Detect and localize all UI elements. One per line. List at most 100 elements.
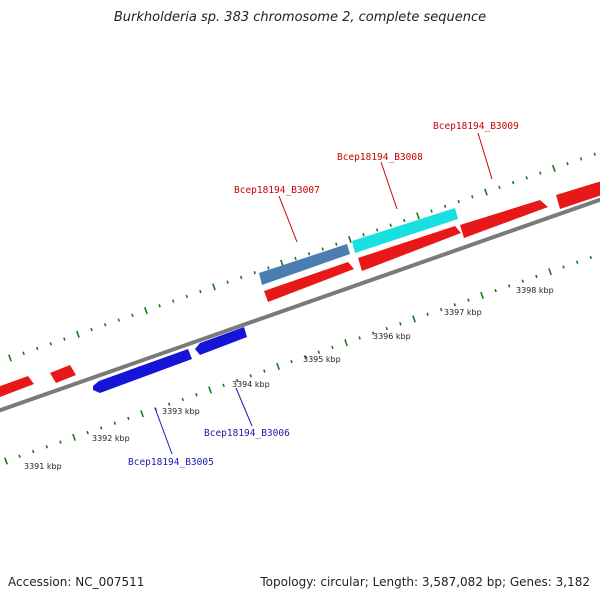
gene-arrow-forward-left-edge[interactable] <box>0 376 34 399</box>
upper-tick <box>212 283 216 291</box>
gene-label-b3007[interactable]: Bcep18194_B3007 <box>234 185 320 196</box>
upper-tick <box>76 330 80 338</box>
lower-tick <box>535 274 538 279</box>
lower-tick <box>263 369 266 373</box>
upper-tick-row <box>8 152 596 362</box>
leader-line-b3005 <box>154 407 173 455</box>
scale-label-3398: 3398 kbp <box>516 286 554 295</box>
backbone <box>0 197 600 413</box>
lower-tick <box>426 312 429 316</box>
lower-tick <box>358 336 361 340</box>
leader-line-b3007 <box>278 195 298 243</box>
upper-tick <box>131 313 134 318</box>
lower-tick <box>127 416 130 421</box>
lower-tick <box>371 331 375 335</box>
scale-label-3391: 3391 kbp <box>24 462 62 471</box>
upper-tick <box>144 307 148 315</box>
upper-tick <box>294 256 297 261</box>
upper-tick <box>321 247 324 251</box>
reverse-strand-genes <box>93 327 247 393</box>
upper-tick <box>389 223 392 227</box>
gene-arrow-bcep18194-b3006[interactable] <box>195 327 247 355</box>
gene-arrow-bcep18194-b3007[interactable] <box>259 244 350 285</box>
lower-tick <box>317 350 321 354</box>
upper-tick <box>158 304 161 308</box>
gene-label-b3009[interactable]: Bcep18194_B3009 <box>433 121 519 132</box>
lower-tick <box>290 359 293 364</box>
upper-tick <box>551 164 556 172</box>
upper-tick <box>593 152 596 156</box>
gene-arrow-forward-3007-lower[interactable] <box>264 262 354 302</box>
gene-arrow-bcep18194-b3005[interactable] <box>93 349 192 393</box>
upper-tick <box>226 280 229 284</box>
lower-tick <box>31 449 35 454</box>
gene-arrow-forward-small[interactable] <box>50 365 76 383</box>
lower-tick <box>167 402 171 406</box>
gene-arrow-forward-3008-lower[interactable] <box>358 226 461 271</box>
gene-arrow-forward-right-edge[interactable] <box>556 180 600 209</box>
upper-tick <box>457 199 460 204</box>
gene-label-b3006[interactable]: Bcep18194_B3006 <box>204 428 290 439</box>
upper-tick <box>267 266 270 270</box>
scale-label-3397: 3397 kbp <box>444 308 482 317</box>
scale-label-3393: 3393 kbp <box>162 407 200 416</box>
scale-labels: 3391 kbp 3392 kbp 3393 kbp 3394 kbp 3395… <box>24 286 554 471</box>
lower-tick <box>59 440 62 444</box>
lower-tick <box>507 284 511 288</box>
lower-tick <box>562 265 565 269</box>
upper-tick <box>416 212 420 220</box>
lower-tick <box>45 445 49 449</box>
upper-tick <box>239 275 243 280</box>
lower-tick <box>589 255 593 260</box>
highlighted-genes <box>259 208 458 285</box>
upper-tick <box>35 346 39 351</box>
lower-tick <box>344 339 348 347</box>
scale-label-3392: 3392 kbp <box>92 434 130 443</box>
gene-arrow-forward-3009[interactable] <box>460 200 548 238</box>
lower-tick <box>480 291 484 299</box>
lower-tick <box>467 298 470 302</box>
lower-tick <box>385 326 389 331</box>
upper-tick <box>471 195 474 199</box>
upper-tick <box>430 209 433 213</box>
lower-tick <box>494 288 497 293</box>
upper-tick <box>579 157 583 161</box>
gene-labels: Bcep18194_B3007 Bcep18194_B3008 Bcep1819… <box>128 121 519 468</box>
gene-label-b3005[interactable]: Bcep18194_B3005 <box>128 457 214 468</box>
upper-tick <box>348 235 352 244</box>
lower-tick <box>181 397 185 402</box>
lower-tick <box>331 345 334 350</box>
upper-tick <box>403 218 406 223</box>
upper-tick <box>375 228 379 232</box>
upper-tick <box>185 294 189 299</box>
scale-label-3396: 3396 kbp <box>373 332 411 341</box>
upper-tick <box>199 289 202 294</box>
lower-tick <box>222 383 225 387</box>
lower-tick <box>439 307 443 312</box>
gene-label-b3008[interactable]: Bcep18194_B3008 <box>337 152 423 163</box>
upper-tick <box>566 161 569 166</box>
lower-tick <box>4 457 8 465</box>
lower-tick <box>140 410 144 418</box>
lower-tick <box>276 362 280 370</box>
upper-tick <box>22 351 25 355</box>
upper-tick <box>362 233 365 237</box>
gene-arrow-bcep18194-b3008[interactable] <box>352 208 458 253</box>
leader-line-b3006 <box>235 387 253 427</box>
accession-text: Accession: NC_007511 <box>8 575 145 589</box>
scale-label-3395: 3395 kbp <box>303 355 341 364</box>
upper-tick <box>511 180 515 185</box>
lower-tick <box>208 386 212 394</box>
leader-line-b3009 <box>477 132 493 180</box>
forward-strand-genes <box>0 180 600 399</box>
lower-tick <box>72 433 76 441</box>
upper-tick <box>307 252 311 256</box>
map-title: Burkholderia sp. 383 chromosome 2, compl… <box>113 10 487 25</box>
upper-tick <box>90 327 93 332</box>
lower-tick <box>575 260 579 264</box>
lower-tick <box>453 303 457 307</box>
backbone-line <box>0 197 600 413</box>
gene-leader-lines <box>154 132 493 455</box>
scale-label-3394: 3394 kbp <box>232 380 270 389</box>
